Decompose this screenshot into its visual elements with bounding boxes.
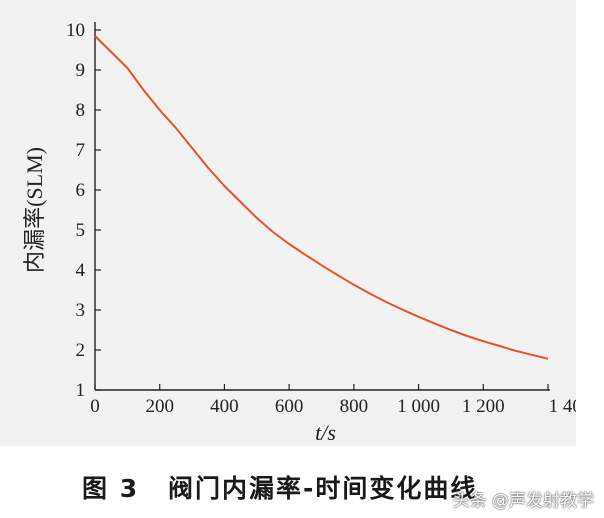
x-tick-label: 0 — [90, 396, 100, 417]
x-tick-label: 800 — [340, 396, 369, 417]
x-tick-label: 1 400 — [549, 396, 576, 417]
y-tick-label: 5 — [76, 220, 86, 241]
x-tick-label: 400 — [210, 396, 239, 417]
y-axis-label: 内漏率(SLM) — [22, 147, 47, 273]
y-tick-label: 6 — [76, 180, 86, 201]
figure-number: 图 3 — [82, 474, 140, 503]
axes — [94, 22, 550, 391]
x-axis-label: t/s — [315, 420, 336, 445]
y-tick-label: 10 — [66, 20, 85, 41]
y-tick-label: 2 — [76, 340, 86, 361]
x-tick-label: 1 000 — [397, 396, 440, 417]
y-tick-label: 8 — [76, 100, 86, 121]
y-tick-label: 1 — [76, 380, 86, 401]
y-axis-ticks: 1 2 3 4 5 6 7 8 9 10 — [66, 20, 101, 401]
leak-rate-chart: 1 2 3 4 5 6 7 8 9 10 0 200 400 600 800 1 000 1 200 1 400… — [22, 20, 576, 445]
x-tick-label: 1 200 — [462, 396, 505, 417]
plot-panel: 1 2 3 4 5 6 7 8 9 10 0 200 400 600 800 1 000 1 200 1 400… — [0, 0, 576, 446]
series-line-0 — [94, 35, 549, 360]
y-tick-label: 7 — [76, 140, 86, 161]
figure-caption: 图 3 阀门内漏率-时间变化曲线 — [0, 462, 604, 512]
x-tick-label: 600 — [275, 396, 304, 417]
figure-title: 阀门内漏率-时间变化曲线 — [168, 474, 478, 503]
x-tick-label: 200 — [145, 396, 174, 417]
y-tick-label: 9 — [76, 60, 86, 81]
watermark-text: 头条 @声发射教学 — [452, 491, 594, 511]
series-layer — [94, 35, 549, 360]
y-tick-label: 4 — [76, 260, 86, 281]
y-tick-label: 3 — [76, 300, 86, 321]
x-axis-ticks: 0 200 400 600 800 1 000 1 200 1 400 — [90, 384, 576, 417]
